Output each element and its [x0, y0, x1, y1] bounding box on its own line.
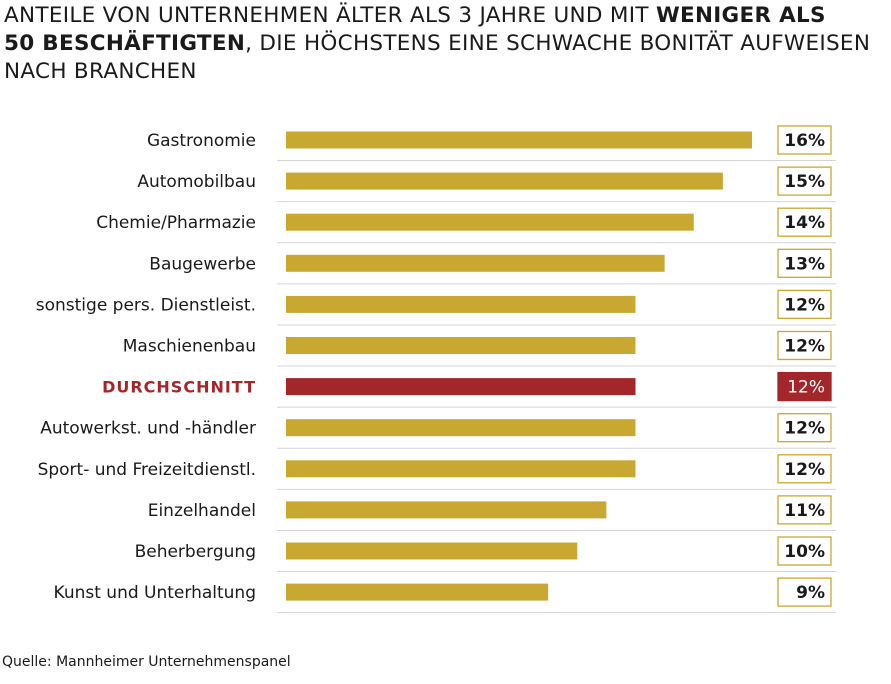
category-label: Kunst und Unterhaltung [54, 583, 256, 603]
value-box [777, 413, 832, 443]
bar [286, 295, 636, 313]
value-label: 12% [784, 337, 825, 357]
bar [286, 172, 723, 190]
value-label: 13% [784, 254, 825, 274]
category-label: Maschienenbau [123, 337, 256, 357]
bar-chart: Gastronomie 16% Automobilbau 15% Chemie/Phar… [36, 125, 836, 614]
value-label: 12% [784, 295, 825, 315]
bar [286, 460, 636, 478]
bar [286, 254, 665, 272]
value-box [777, 207, 832, 237]
value-label: 10% [784, 542, 825, 562]
value-box [777, 289, 832, 320]
value-label: 9% [796, 583, 825, 603]
bar [286, 583, 549, 601]
category-label: Gastronomie [147, 131, 256, 151]
chart-title: ANTEILE VON UNTERNEHMEN ÄLTER ALS 3 JAHR… [4, 2, 884, 86]
title-bold2: 50 BESCHÄFTIGTEN [4, 31, 246, 56]
title-part2: , DIE HÖCHSTENS EINE SCHWACHE BONITÄT AU… [245, 31, 871, 56]
value-label: 12% [787, 378, 825, 398]
value-box [777, 454, 832, 484]
value-box [777, 248, 832, 278]
category-label: Baugewerbe [149, 254, 256, 274]
value-box [777, 577, 832, 607]
category-label: Automobilbau [137, 172, 256, 192]
bar [286, 501, 607, 519]
value-box [777, 125, 832, 155]
category-label: DURCHSCHNITT [102, 378, 256, 397]
bar [286, 378, 636, 396]
value-label: 16% [784, 131, 825, 151]
category-label: Sport- und Freizeitdienstl. [38, 460, 256, 480]
category-label: Beherbergung [135, 542, 256, 562]
category-label: Einzelhandel [148, 501, 256, 521]
source-note: Quelle: Mannheimer Unternehmenspanel [2, 654, 291, 670]
value-box [777, 166, 832, 196]
bar [286, 419, 636, 437]
bar [286, 131, 752, 149]
category-label: Autowerkst. und -händler [40, 419, 256, 439]
value-label: 12% [784, 460, 825, 480]
category-label: sonstige pers. Dienstleist. [36, 295, 256, 315]
bar [286, 337, 636, 354]
value-box [777, 371, 832, 402]
value-box [777, 536, 832, 566]
value-label: 12% [784, 419, 825, 439]
value-label: 14% [784, 213, 825, 233]
value-box [777, 495, 832, 525]
title-part1: ANTEILE VON UNTERNEHMEN ÄLTER ALS 3 JAHR… [4, 3, 656, 28]
category-label: Chemie/Pharmazie [96, 213, 256, 233]
title-bold1: WENIGER ALS [655, 3, 826, 28]
bar [286, 542, 578, 560]
bar [286, 213, 694, 231]
value-label: 11% [784, 501, 825, 521]
value-label: 15% [784, 172, 825, 192]
title-part3: NACH BRANCHEN [4, 59, 197, 84]
value-box [777, 330, 832, 361]
